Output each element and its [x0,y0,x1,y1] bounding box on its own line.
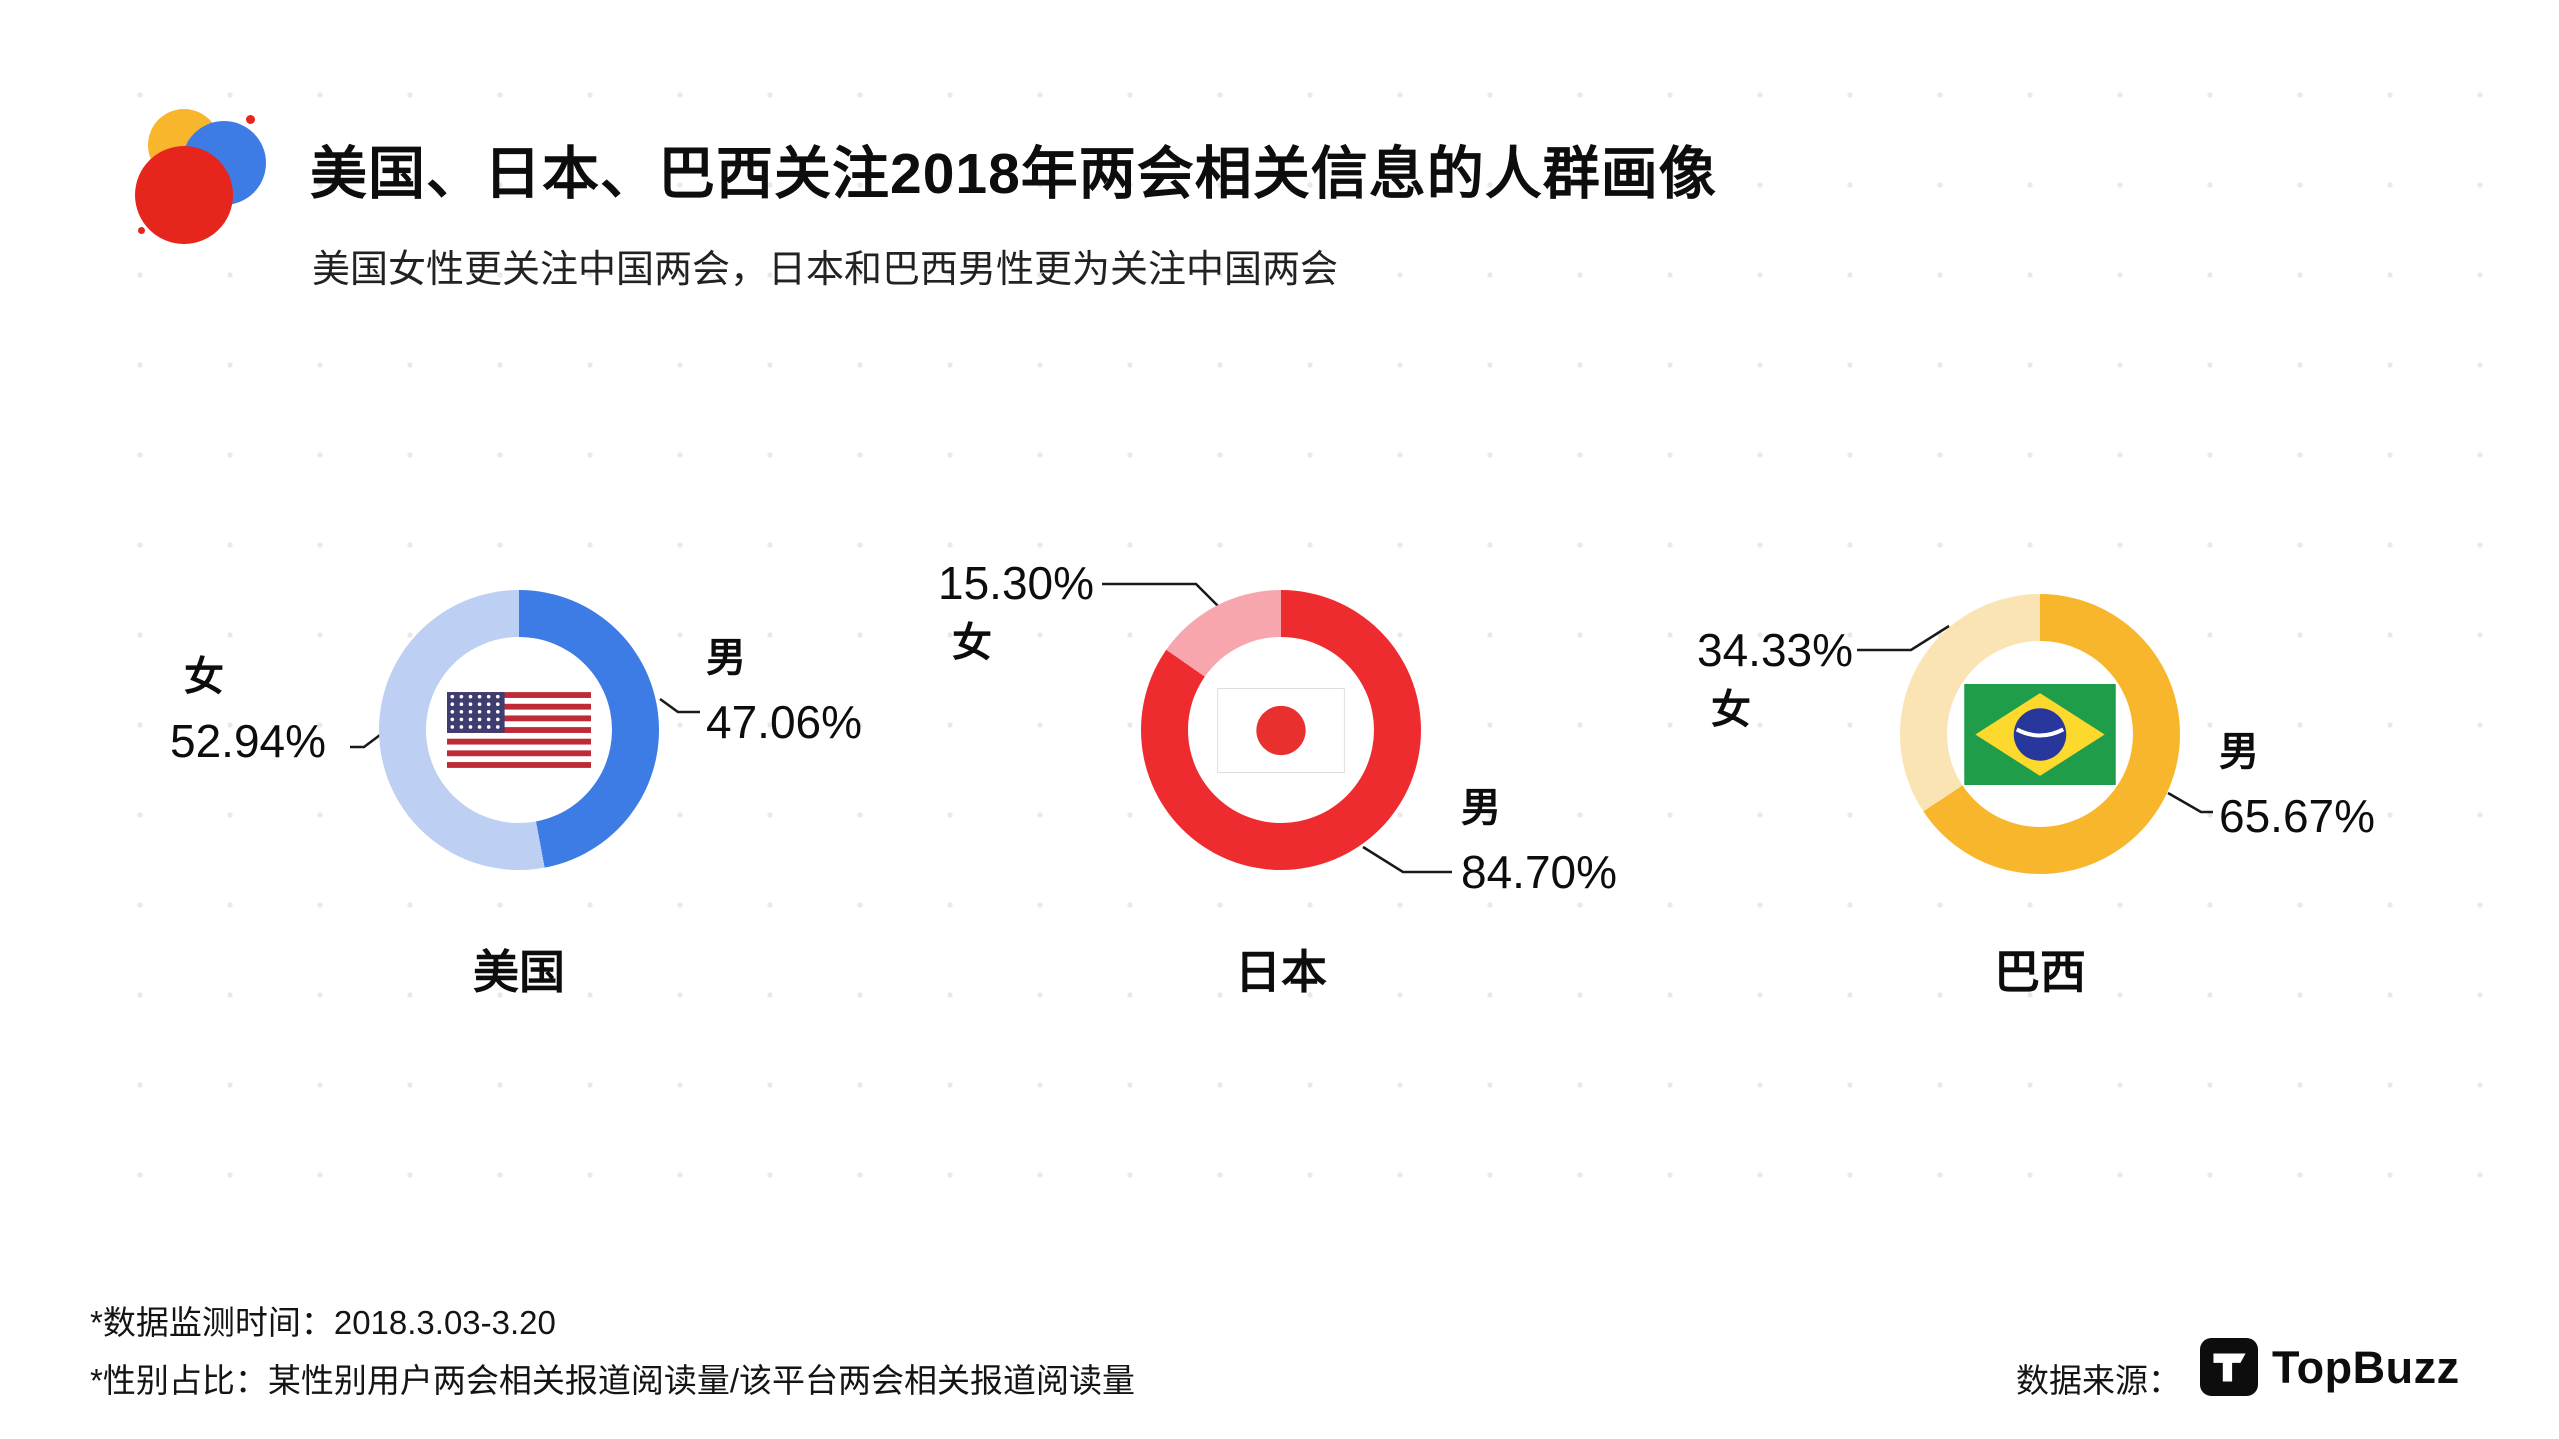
topbuzz-logo-icon [2200,1338,2258,1396]
page-subtitle: 美国女性更关注中国两会，日本和巴西男性更为关注中国两会 [312,249,1339,291]
percent-value: 65.67% [2219,790,2376,842]
gender-label: 男 [1461,786,1501,830]
percent-value: 34.33% [1697,624,1854,676]
donut-japan [1141,590,1421,870]
country-label-brazil: 巴西 [1994,946,2086,998]
gender-label: 男 [2219,730,2259,774]
donut-brazil [1900,594,2180,874]
percent-value: 52.94% [170,715,327,767]
topbuzz-logo-text: TopBuzz [2272,1342,2460,1393]
brazil-flag-icon [1964,683,2116,785]
donut-brazil-center [1947,641,2133,827]
logo-dot [246,115,255,124]
footnote-gender-ratio: *性别占比：某性别用户两会相关报道阅读量/该平台两会相关报道阅读量 [90,1362,1136,1399]
percent-value: 84.70% [1461,846,1618,898]
usa-female-callout: 女 52.94% [170,651,326,769]
brazil-male-callout: 男 65.67% [2219,726,2375,844]
gender-label: 女 [952,621,992,665]
japan-flag-icon [1217,687,1345,773]
usa-flag-icon [447,692,591,768]
usa-male-callout: 男 47.06% [706,632,862,750]
page-title: 美国、日本、巴西关注2018年两会相关信息的人群画像 [310,142,1717,206]
brand-logo [130,103,290,263]
donut-japan-center [1188,637,1374,823]
japan-male-callout: 男 84.70% [1461,782,1617,900]
logo-dot [138,227,145,234]
footnote-monitoring-period: *数据监测时间：2018.3.03-3.20 [90,1304,556,1341]
gender-label: 女 [1711,688,1751,732]
gender-label: 男 [706,636,746,680]
donut-usa [379,590,659,870]
country-label-japan: 日本 [1235,946,1327,998]
japan-female-callout: 15.30% 女 [938,555,1094,669]
gender-label: 女 [184,655,224,699]
logo-circle-red [135,146,233,244]
percent-value: 47.06% [706,696,863,748]
percent-value: 15.30% [938,557,1095,609]
donut-usa-center [426,637,612,823]
country-label-usa: 美国 [473,946,565,998]
data-source-label: 数据来源： [2016,1362,2181,1399]
brazil-female-callout: 34.33% 女 [1697,622,1853,736]
